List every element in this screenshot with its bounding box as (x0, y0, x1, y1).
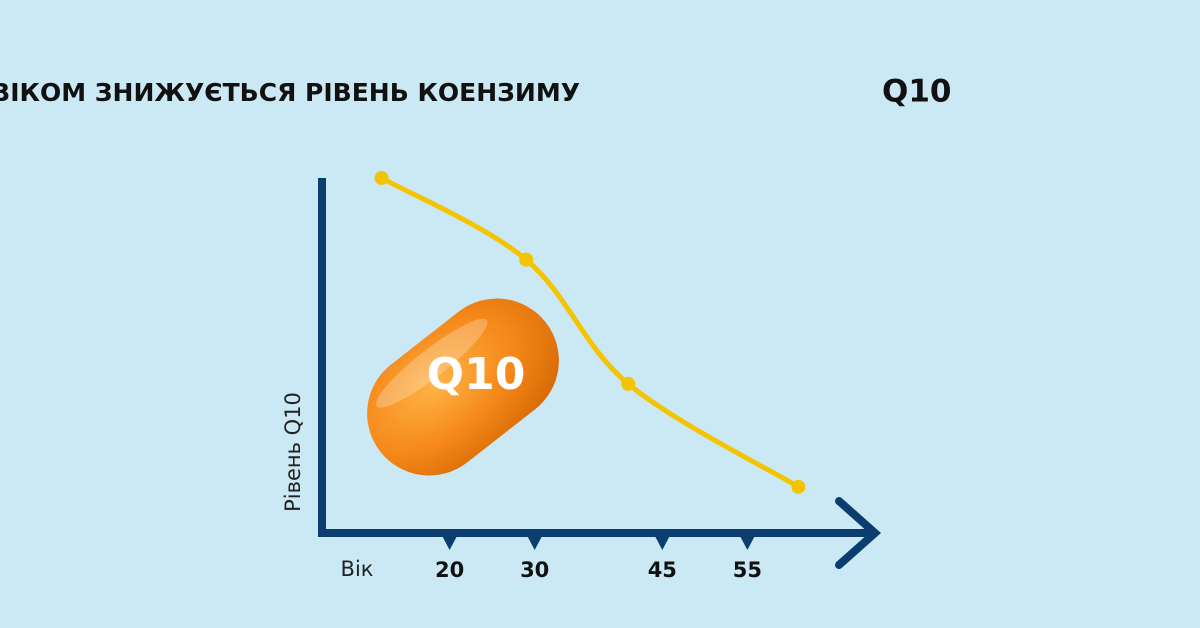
pill (367, 298, 559, 476)
pill-label: Q10 (427, 349, 526, 400)
chart-title-emphasis: Q10 (882, 74, 952, 110)
point (374, 171, 389, 185)
y-axis-label: Рівень Q10 (281, 392, 305, 512)
pill-body (367, 298, 559, 476)
x-tick (440, 533, 459, 550)
point (791, 479, 806, 494)
x-tick-label: 55 (733, 558, 762, 582)
x-tick (525, 533, 544, 550)
x-tick-label: 20 (435, 558, 464, 582)
line (380, 175, 800, 489)
x-tick-label: 30 (520, 558, 549, 582)
chart-title: ЯК З ВІКОМ ЗНИЖУЄТЬСЯ РІВЕНЬ КОЕНЗИМУ (0, 78, 580, 107)
point (621, 376, 636, 391)
x-tick (738, 533, 757, 550)
axes (318, 178, 875, 537)
x-axis-label: Вік (341, 557, 374, 581)
axis-arrow (835, 497, 882, 569)
x-tick-label: 45 (648, 558, 677, 582)
point (519, 252, 534, 267)
pill-highlight (375, 318, 488, 408)
x-tick (653, 533, 672, 550)
